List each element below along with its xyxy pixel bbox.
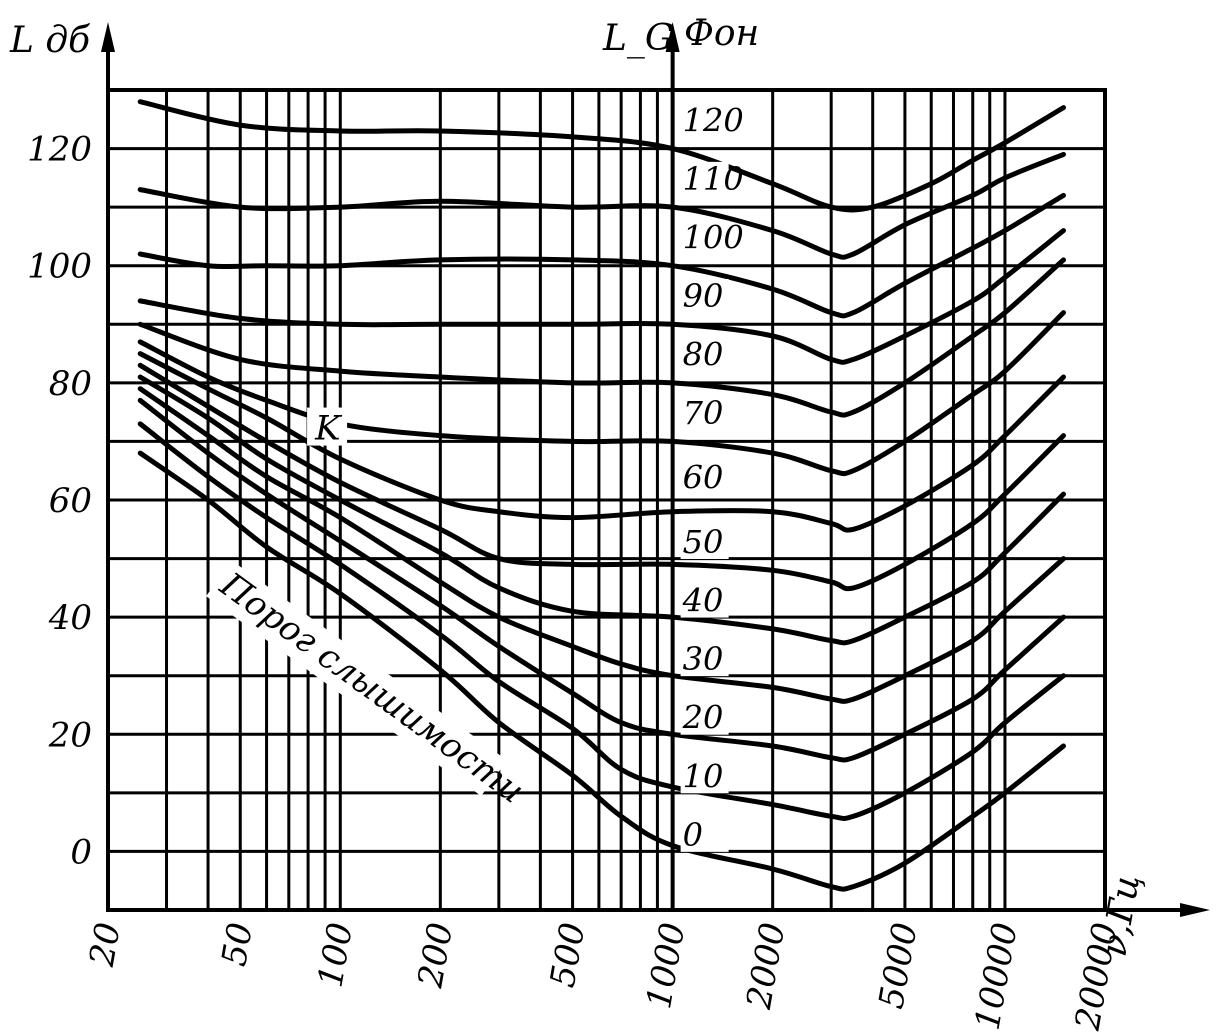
- x-tick-label: 100: [310, 920, 361, 991]
- x-axis-arrow: [1180, 903, 1210, 917]
- phon-label: 120: [683, 101, 744, 139]
- phon-label: 20: [682, 699, 724, 737]
- phon-label-mask: [680, 700, 729, 735]
- phon-label-mask: [680, 161, 729, 196]
- phon-label-mask: [680, 642, 729, 677]
- phon-label: 90: [683, 277, 724, 315]
- x-tick-label: 10000: [968, 920, 1026, 1033]
- y-tick-label: 100: [27, 247, 92, 287]
- threshold-mask: [206, 560, 508, 797]
- phon-label: 80: [683, 336, 724, 374]
- loudness-curve-0: [137, 99, 1066, 213]
- threshold-label: Порог слышимости: [206, 560, 531, 812]
- phon-label: 110: [683, 160, 744, 198]
- y-axis-label: L дб: [9, 20, 91, 61]
- loudness-curve-1: [137, 151, 1066, 260]
- x-tick-label: 200: [410, 920, 461, 992]
- phon-label-mask: [680, 583, 729, 618]
- loudness-curve-5: [137, 310, 1066, 477]
- loudness-curve-2: [137, 192, 1066, 319]
- unit-label: Фон: [684, 13, 759, 54]
- loudness-curve-8: [137, 374, 1066, 646]
- loudness-curve-11: [137, 421, 1066, 822]
- loudness-curve-12: [137, 450, 1066, 892]
- phon-label-mask: [680, 525, 729, 559]
- phon-label: 40: [682, 582, 724, 620]
- y-tick-label: 60: [49, 481, 92, 521]
- y-axis-arrow: [101, 22, 115, 52]
- y-tick-label: 20: [48, 715, 92, 755]
- phon-label-mask: [680, 279, 729, 313]
- phon-label: 60: [683, 459, 724, 497]
- phon-label-mask: [680, 396, 729, 431]
- loudness-axis-arrow: [665, 22, 680, 52]
- phon-label-mask: [680, 220, 729, 255]
- y-tick-label: 80: [49, 364, 92, 404]
- phon-label-mask: [680, 337, 729, 372]
- x-tick-label: 5000: [871, 920, 925, 1012]
- threshold-annotation: Порог слышимости: [212, 564, 531, 811]
- loudness-curve-6: [137, 351, 1066, 533]
- phon-label: 100: [683, 218, 744, 256]
- x-tick-label: 20: [82, 920, 129, 971]
- label-masks: [307, 103, 729, 852]
- y-tick-label: 120: [27, 130, 92, 170]
- curves: [137, 99, 1066, 892]
- right-axis-label: L_G: [602, 18, 674, 59]
- y-tick-label: 0: [70, 832, 92, 872]
- phon-label: 10: [683, 757, 724, 795]
- k-annotation: K: [314, 409, 343, 449]
- x-tick-label: 500: [543, 920, 594, 991]
- phon-label: 30: [683, 640, 724, 678]
- phon-label: 70: [683, 394, 724, 432]
- loudness-curve-3: [137, 228, 1066, 365]
- x-tick-label: 2000: [739, 920, 794, 1013]
- loudness-curve-7: [137, 362, 1066, 592]
- k-mask: [307, 407, 348, 446]
- phon-label-mask: [680, 103, 729, 138]
- phon-label: 50: [683, 523, 724, 561]
- phon-label-mask: [680, 759, 729, 794]
- x-tick-label: 20000: [1068, 920, 1126, 1034]
- loudness-curve-4: [137, 257, 1066, 418]
- x-tick-label: 1000: [639, 920, 693, 1012]
- phon-label-mask: [680, 460, 729, 495]
- y-tick-label: 40: [48, 598, 92, 638]
- loudness-curve-10: [137, 397, 1066, 763]
- phon-label-mask: [680, 817, 729, 852]
- loudness-curve-9: [137, 386, 1066, 704]
- x-tick-label: 50: [214, 920, 261, 970]
- phon-label: 0: [683, 816, 703, 854]
